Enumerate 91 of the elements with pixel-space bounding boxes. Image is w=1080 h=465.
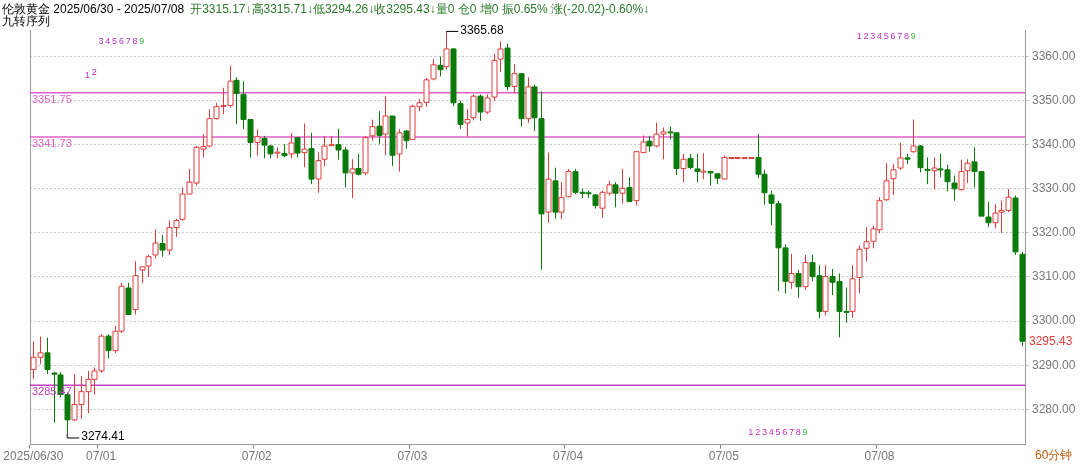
y-tick-label: 3290.00	[1032, 357, 1076, 372]
x-tick-label: 07/04	[553, 449, 584, 464]
candlestick	[680, 153, 687, 183]
candlestick	[125, 282, 132, 315]
annotation: 3365.68	[460, 22, 504, 37]
candlestick	[538, 90, 545, 271]
candlestick	[856, 245, 863, 294]
candlestick	[545, 152, 552, 224]
candlestick	[931, 156, 938, 191]
candlestick	[44, 337, 51, 375]
text: 12	[748, 427, 761, 438]
candlestick	[592, 194, 599, 210]
candlestick	[281, 143, 288, 158]
candlestick	[376, 110, 383, 145]
candlestick	[883, 162, 890, 201]
candlestick	[274, 146, 281, 159]
candlestick	[890, 163, 897, 196]
candlestick	[788, 253, 795, 290]
candlestick	[518, 73, 525, 128]
candlestick	[897, 142, 904, 171]
candlestick	[349, 158, 356, 199]
candlestick	[511, 63, 518, 94]
candlestick	[849, 264, 856, 319]
chart-subtitle: 开3315.17↓高3315.71↓低3294.26↓收3295.43↓量0 仓0 增0 振0.65% 涨(-20.02)-0.60%↓	[190, 2, 650, 16]
candlestick	[626, 176, 633, 203]
candlestick	[105, 333, 112, 359]
candlestick	[233, 76, 240, 125]
candlestick	[288, 132, 295, 159]
y-tick-label: 3320.00	[1032, 225, 1076, 240]
candlestick	[369, 119, 376, 142]
candlestick	[294, 137, 301, 158]
y-tick-label: 3340.00	[1032, 136, 1076, 151]
y-tick-label: 3360.00	[1032, 48, 1076, 63]
candlestick	[477, 93, 484, 122]
candlestick	[694, 153, 701, 183]
y-tick-label: 3310.00	[1032, 269, 1076, 284]
text: 3295.43	[1029, 333, 1073, 348]
text: 123456789	[856, 31, 916, 42]
x-tick-label: 07/02	[241, 449, 273, 464]
text: 九转序列	[2, 14, 50, 29]
annotation: 3456789	[98, 36, 145, 47]
candlestick	[382, 95, 389, 156]
candlestick	[904, 153, 911, 165]
x-tick-label: 07/03	[397, 449, 428, 464]
ref-line-label: 3341.73	[32, 137, 72, 150]
x-tick-label: 07/05	[708, 449, 740, 464]
candlestick	[565, 168, 572, 198]
candlestick	[389, 115, 396, 167]
candlestick	[443, 30, 450, 71]
y-tick-label: 3330.00	[1032, 181, 1076, 196]
candlestick	[646, 135, 653, 153]
candlestick	[132, 260, 139, 315]
candlestick	[700, 152, 707, 180]
candlestick	[362, 135, 369, 176]
x-tick-label: 2025/06/30	[3, 449, 64, 464]
candlestick	[552, 167, 559, 220]
candlestick	[531, 84, 538, 132]
annotation: 3274.41	[81, 429, 125, 444]
candlestick	[525, 76, 532, 124]
candlestick	[558, 181, 565, 220]
ref-line-label: 3351.75	[32, 92, 72, 105]
text: 3456789	[761, 427, 808, 438]
candlestick	[437, 55, 444, 77]
annotation: 12	[85, 67, 97, 81]
candlestick	[612, 181, 619, 208]
candlestick	[457, 100, 464, 130]
candlestick	[802, 254, 809, 291]
candlestick	[795, 269, 802, 299]
y-tick-label: 3280.00	[1032, 401, 1076, 416]
text: 60分钟	[1035, 448, 1073, 463]
candlestick	[355, 153, 362, 175]
candlestick	[254, 128, 261, 157]
x-tick-label: 07/08	[864, 449, 895, 464]
candlestick	[924, 156, 931, 185]
candlestick	[822, 264, 829, 316]
candlestick	[301, 123, 308, 168]
x-tick-label: 07/01	[86, 449, 117, 464]
candlestick	[450, 48, 457, 107]
candlestick	[951, 175, 958, 202]
candlestick	[308, 132, 315, 185]
y-tick-label: 3300.00	[1032, 313, 1076, 328]
y-tick-label: 3350.00	[1032, 92, 1076, 107]
candlestick	[619, 168, 626, 205]
candlestick	[159, 234, 166, 258]
candlestick	[910, 119, 917, 153]
chart-title: 伦敦黄金 2025/06/30 - 2025/07/08	[2, 2, 185, 16]
candlestick	[504, 43, 511, 91]
candlestick	[152, 228, 159, 259]
candlestick	[396, 128, 403, 173]
candlestick	[1012, 194, 1019, 256]
candlestick	[403, 130, 410, 150]
